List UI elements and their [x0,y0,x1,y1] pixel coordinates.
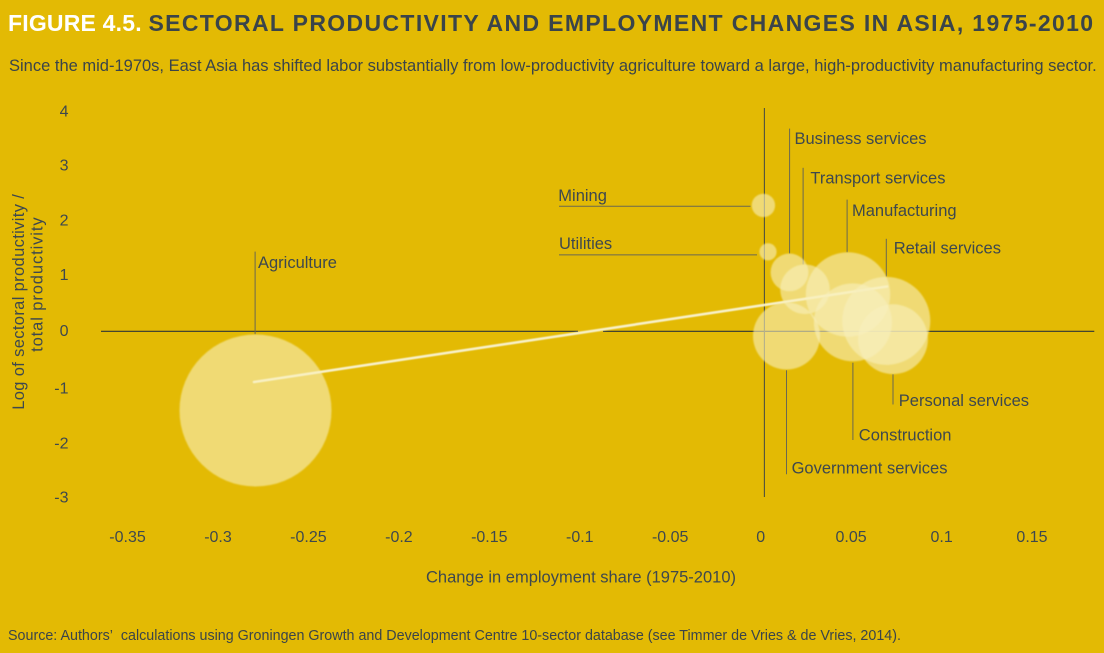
svg-text:Construction: Construction [859,427,952,445]
svg-text:Retail services: Retail services [894,240,1001,258]
svg-text:Government services: Government services [792,459,948,477]
svg-text:-0.35: -0.35 [109,529,146,546]
svg-text:3: 3 [60,158,69,175]
svg-text:0: 0 [60,323,69,340]
svg-text:-3: -3 [54,489,68,506]
svg-text:Business services: Business services [795,130,927,148]
svg-text:-0.15: -0.15 [471,529,508,546]
svg-text:Agriculture: Agriculture [258,254,337,272]
svg-text:0.05: 0.05 [836,529,867,546]
svg-text:2: 2 [60,213,69,230]
svg-text:0.15: 0.15 [1016,529,1047,546]
svg-text:Utilities: Utilities [559,235,612,253]
svg-text:-1: -1 [54,380,68,397]
svg-text:Mining: Mining [558,187,607,205]
svg-text:Personal services: Personal services [899,392,1029,410]
svg-text:Log of sectoral productivity /: Log of sectoral productivity / [10,194,28,410]
svg-text:-0.3: -0.3 [204,529,232,546]
svg-text:4: 4 [60,104,69,121]
svg-text:-2: -2 [54,435,68,452]
svg-text:-0.25: -0.25 [290,529,327,546]
svg-text:-0.05: -0.05 [652,529,689,546]
svg-text:total productivity: total productivity [29,216,47,351]
svg-text:-0.2: -0.2 [385,529,413,546]
svg-text:0.1: 0.1 [930,529,952,546]
svg-text:1: 1 [60,267,69,284]
svg-text:0: 0 [756,529,765,546]
svg-text:Manufacturing: Manufacturing [852,202,957,220]
svg-text:Transport services: Transport services [810,170,945,188]
svg-text:Change in employment share (19: Change in employment share (1975-2010) [426,569,736,587]
svg-text:-0.1: -0.1 [566,529,594,546]
